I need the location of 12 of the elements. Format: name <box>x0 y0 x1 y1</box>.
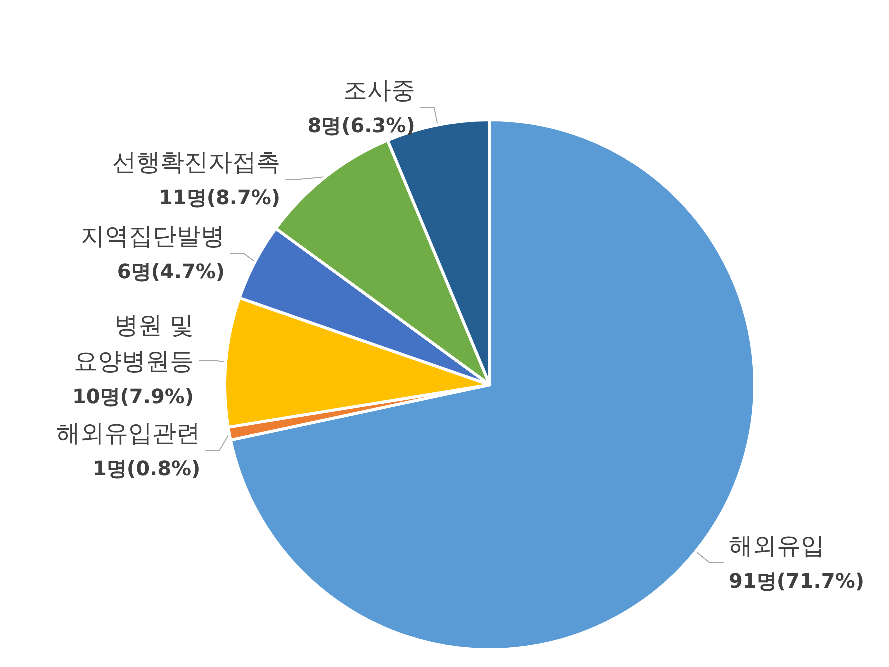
data-label: 1명(0.8%) <box>93 456 201 481</box>
slice-label: 해외유입 <box>729 532 826 560</box>
data-label: 91명(71.7%) <box>729 569 865 594</box>
data-label: 10명(7.9%) <box>72 384 194 409</box>
slice-label: 병원 및 요양병원등 <box>74 312 194 376</box>
slice-label: 선행확진자접촉 <box>112 148 281 177</box>
slice-label: 지역집단발병 <box>81 222 226 251</box>
slice-label: 해외유입관련 <box>56 420 201 448</box>
data-label: 8명(6.3%) <box>308 114 416 138</box>
data-label: 6명(4.7%) <box>117 260 226 284</box>
slice-label: 조사중 <box>343 76 416 105</box>
data-label: 11명(8.7%) <box>158 186 281 210</box>
